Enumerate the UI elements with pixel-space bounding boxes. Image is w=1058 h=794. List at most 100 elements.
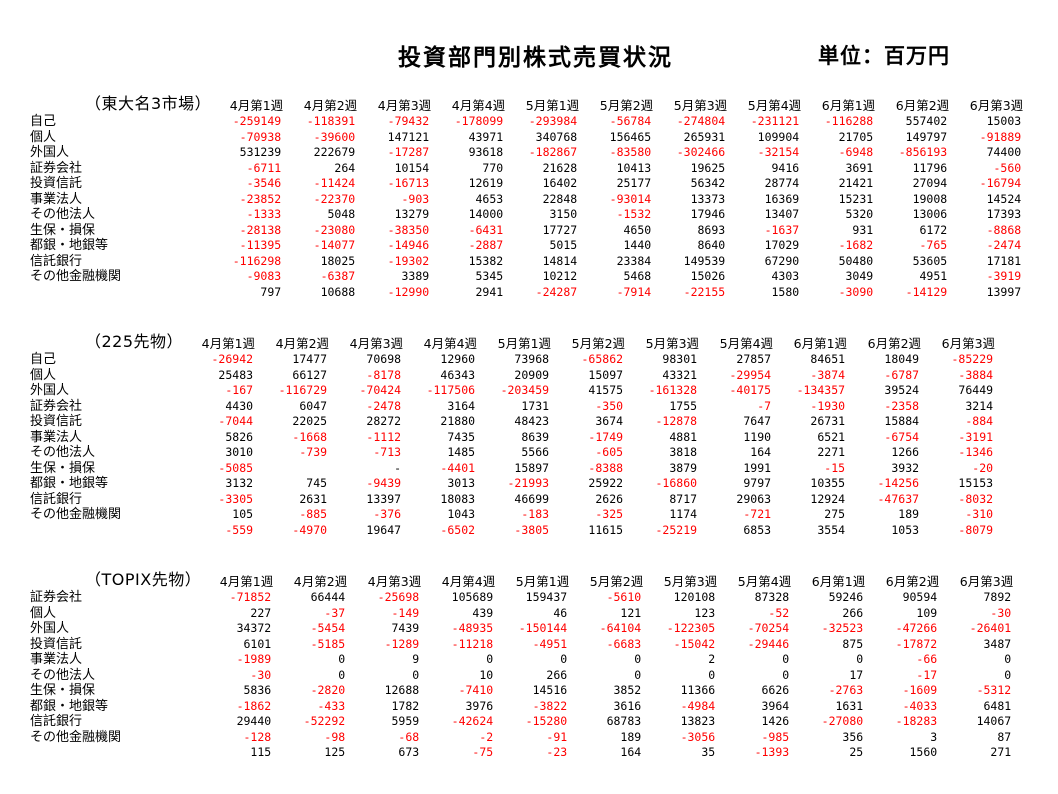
value-cell: 25: [849, 745, 864, 759]
table-row: 証券会社 -6711 264 10154 770 21628 10413 19625 9416 3…: [30, 161, 1025, 177]
value-cell: -4970: [292, 522, 328, 537]
value-cell: -117506: [426, 383, 476, 397]
row-label: 証券会社: [30, 160, 83, 176]
value-cell: 7892: [983, 590, 1012, 604]
value-cell: 6172: [919, 222, 948, 237]
value-cell: 109: [916, 605, 938, 620]
value-cell: -4033: [902, 698, 938, 713]
table-row: 都銀・地銀等 3132 745 -9439 3013 -21993 25922 -16860 9…: [30, 476, 997, 492]
table-row: 信託銀行 -3305 2631 13397 18083 46699 2626 8717 2906…: [30, 492, 997, 508]
value-cell: 17181: [986, 253, 1022, 268]
value-cell: 14814: [542, 253, 578, 268]
value-cell: 66127: [292, 367, 328, 382]
column-header: 5月第3週: [645, 336, 700, 351]
value-cell: -376: [373, 507, 402, 521]
value-cell: 13407: [764, 207, 800, 221]
value-cell: -1346: [958, 445, 994, 459]
value-cell: 3214: [965, 398, 994, 413]
value-cell: 53605: [912, 253, 948, 268]
value-cell: 9797: [743, 476, 772, 490]
column-header: 4月第1週: [229, 98, 284, 113]
column-header: 4月第4週: [441, 574, 496, 589]
value-cell: -25219: [655, 522, 698, 537]
value-cell: -64104: [599, 621, 642, 635]
value-cell: -2763: [828, 683, 864, 697]
value-cell: 0: [1004, 667, 1012, 682]
value-cell: -22370: [313, 191, 356, 206]
value-cell: 11615: [588, 522, 624, 537]
value-cell: -116298: [232, 253, 282, 268]
value-cell: 1560: [909, 745, 938, 759]
page-title: 投資部門別株式売買状況: [398, 45, 673, 71]
value-cell: 439: [472, 605, 494, 620]
value-cell: 4430: [225, 398, 254, 413]
value-cell: -3884: [958, 367, 994, 382]
value-cell: -3090: [838, 284, 874, 299]
value-cell: 28774: [764, 176, 800, 190]
value-cell: 12924: [810, 491, 846, 506]
table-row: 事業法人 -1989 0 9 0 0 0 2 0 0 -66 0: [30, 652, 1015, 668]
column-header: 6月第3週: [959, 574, 1014, 589]
column-header: 6月第1週: [821, 98, 876, 113]
section-header-row: （東大名3市場） 4月第1週 4月第2週 4月第3週 4月第4週 5月第1週 5月第2週 5月…: [30, 90, 1025, 114]
value-cell: 4881: [669, 429, 698, 444]
value-cell: 5468: [623, 269, 652, 283]
value-cell: -1637: [764, 222, 800, 237]
value-cell: -14129: [905, 284, 948, 299]
row-label: 都銀・地銀等: [30, 698, 109, 714]
column-header: 5月第1週: [515, 574, 570, 589]
value-cell: 4303: [771, 269, 800, 283]
column-header: 6月第2週: [895, 98, 950, 113]
value-cell: 875: [842, 636, 864, 651]
value-cell: -91889: [979, 129, 1022, 144]
value-cell: 3164: [447, 398, 476, 413]
value-cell: 25922: [588, 476, 624, 490]
row-label: 信託銀行: [30, 491, 83, 507]
value-cell: 13397: [366, 491, 402, 506]
value-cell: 227: [250, 605, 272, 620]
row-label: 都銀・地銀等: [30, 476, 109, 491]
value-cell: 12619: [468, 176, 504, 190]
value-cell: 27857: [736, 352, 772, 366]
value-cell: -12990: [387, 284, 430, 299]
value-cell: 16369: [764, 191, 800, 206]
row-label: 事業法人: [30, 191, 83, 207]
value-cell: 4650: [623, 222, 652, 237]
value-cell: 1426: [761, 714, 790, 728]
value-cell: -26942: [211, 352, 254, 366]
row-label: 個人: [30, 605, 57, 621]
column-header: 6月第1週: [793, 336, 848, 351]
value-cell: 275: [824, 507, 846, 521]
value-cell: 23384: [616, 253, 652, 268]
value-cell: 6853: [743, 522, 772, 537]
column-header: 5月第3週: [663, 574, 718, 589]
value-cell: -47266: [895, 621, 938, 635]
value-cell: 1174: [669, 507, 698, 521]
value-cell: 2: [708, 652, 716, 666]
value-cell: 0: [634, 667, 642, 682]
unit-label: 単位：百万円: [818, 44, 950, 68]
value-cell: 164: [750, 445, 772, 459]
value-cell: -30: [990, 605, 1012, 620]
value-cell: 1053: [891, 522, 920, 537]
value-cell: -68: [398, 729, 420, 744]
column-header: 6月第3週: [941, 336, 996, 351]
value-cell: 35: [701, 745, 716, 759]
value-cell: 3879: [669, 460, 698, 475]
value-cell: -559: [225, 522, 254, 537]
value-cell: 87328: [754, 590, 790, 604]
value-cell: -15042: [673, 636, 716, 651]
column-header: 6月第2週: [867, 336, 922, 351]
value-cell: -2478: [366, 398, 402, 413]
value-cell: -83580: [609, 145, 652, 159]
table-row: 生保・損保 5836 -2820 12688 -7410 14516 3852 11366 66…: [30, 683, 1015, 699]
value-cell: 6481: [983, 698, 1012, 713]
section-table: （TOPIX先物） 4月第1週 4月第2週 4月第3週 4月第4週 5月第1週 5月第2週 5…: [30, 566, 1015, 761]
value-cell: -12878: [655, 414, 698, 428]
value-cell: -27080: [821, 714, 864, 728]
value-cell: -149: [391, 605, 420, 620]
value-cell: 15097: [588, 367, 624, 382]
value-cell: -75: [472, 745, 494, 759]
value-cell: -5185: [310, 636, 346, 651]
